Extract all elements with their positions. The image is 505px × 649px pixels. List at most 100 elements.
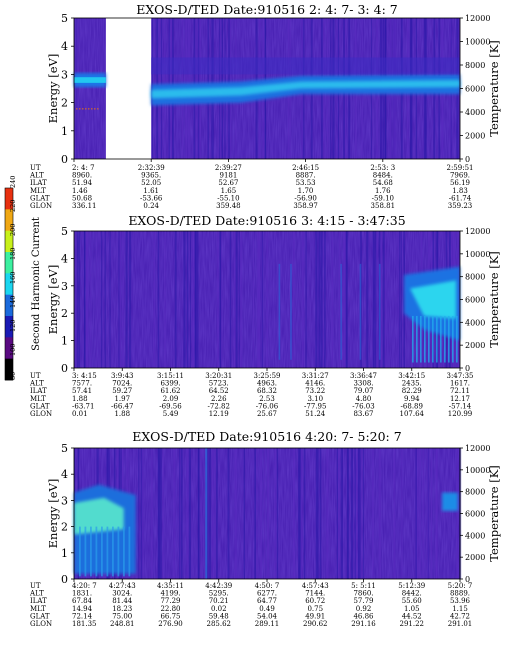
ephemeris-cell: 3:9:43	[111, 372, 134, 380]
ephemeris-row-label: UT	[30, 372, 41, 380]
ephemeris-cell: 25.67	[257, 410, 277, 418]
ephemeris-cell: 4963.	[257, 380, 277, 388]
ephemeris-cell: 68.32	[257, 387, 277, 395]
y-axis-label: Energy [eV]	[46, 265, 60, 335]
ephemeris-cell: 4:20: 7	[72, 582, 97, 590]
ephemeris-cell: 5:12:39	[398, 582, 425, 590]
ephemeris-cell: 285.62	[207, 620, 232, 628]
ephemeris-cell: 2:32:39	[138, 164, 165, 172]
ephemeris-cell: 46.86	[353, 612, 374, 620]
ephemeris-cell: 3:31:27	[302, 372, 329, 380]
colorbar-tick-label: 160	[9, 272, 17, 284]
ephemeris-cell: 0.24	[143, 202, 159, 210]
ephemeris-cell: 291.22	[400, 620, 425, 628]
y2-tick-label: 6000	[465, 85, 485, 94]
ephemeris-cell: 9181	[219, 172, 237, 180]
y2-tick-label: 10000	[465, 38, 490, 47]
ephemeris-cell: 4146.	[305, 380, 325, 388]
y2-tick-label: 0	[465, 575, 470, 584]
colorbar: 80 100 120 140 160 180 200 220 240 Second Harmoni…	[4, 176, 42, 381]
ephemeris-cell: 14.94	[72, 605, 93, 613]
colorbar-tick-label: 120	[9, 320, 17, 332]
ephemeris-row-label: ILAT	[30, 179, 47, 187]
ephemeris-cell: 67.84	[72, 597, 93, 605]
y-tick-label: 5	[61, 225, 68, 238]
ephemeris-cell: -61.74	[449, 194, 472, 202]
ephemeris-cell: 61.62	[160, 387, 180, 395]
ephemeris-cell: -68.89	[401, 402, 423, 410]
ephemeris-row-label: ALT	[29, 380, 44, 388]
spectrogram-panel-3: EXOS-D/TED Date:910516 4:20: 7- 5:20: 7 0…	[29, 429, 501, 628]
y2-tick-label: 8000	[465, 273, 485, 282]
y2-tick-label: 12000	[465, 14, 490, 23]
ephemeris-cell: 7144.	[305, 590, 325, 598]
ephemeris-cell: 57.79	[353, 597, 373, 605]
ephemeris-cell: 5723.	[209, 380, 229, 388]
ephemeris-cell: 54.68	[373, 179, 393, 187]
ephemeris-cell: 72.11	[450, 387, 470, 395]
y-tick-label: 5	[61, 12, 68, 25]
ephemeris-cell: 2.53	[259, 395, 275, 403]
ephemeris-cell: 1617.	[450, 380, 470, 388]
y-axis-left: 0 1 2 3 4 5 Energy [eV]	[46, 442, 74, 586]
ephemeris-cell: 51.94	[72, 179, 93, 187]
ephemeris-cell: 54.04	[257, 612, 278, 620]
ephemeris-cell: 107.64	[400, 410, 425, 418]
ephemeris-cell: 52.67	[218, 179, 238, 187]
ephemeris-cell: 59.27	[112, 387, 132, 395]
ephemeris-cell: 56.19	[450, 179, 470, 187]
y-axis-label: Energy [eV]	[46, 54, 60, 124]
y2-tick-label: 2000	[465, 341, 485, 350]
colorbar-label: Second Harmonic Current	[31, 217, 42, 351]
y-tick-label: 4	[61, 40, 68, 53]
colorbar-tick-label: 140	[9, 296, 17, 308]
ephemeris-cell: 55.60	[402, 597, 422, 605]
ephemeris-cell: -76.03	[352, 402, 374, 410]
ephemeris-cell: 8960.	[72, 172, 92, 180]
ephemeris-cell: 1831.	[72, 590, 92, 598]
colorbar-segment	[5, 294, 13, 317]
ephemeris-cell: 64.77	[257, 597, 277, 605]
ephemeris-cell: 8889.	[450, 590, 470, 598]
y2-tick-label: 6000	[465, 296, 485, 305]
ephemeris-cell: 8887.	[296, 172, 316, 180]
ephemeris-table: UT 2: 4: 7 2:32:39 2:39:27 2:46:15 2:53: 3 2:5…	[29, 164, 474, 210]
colorbar-segment	[5, 337, 13, 360]
ephemeris-cell: -77.95	[304, 402, 326, 410]
ephemeris-cell: 359.23	[448, 202, 473, 210]
ephemeris-cell: -56.90	[294, 194, 316, 202]
ephemeris-cell: 1.88	[72, 395, 88, 403]
ephemeris-cell: 358.97	[293, 202, 318, 210]
ephemeris-cell: 1.88	[114, 410, 130, 418]
ephemeris-cell: 50.68	[72, 194, 92, 202]
ephemeris-cell: 2435.	[402, 380, 422, 388]
colorbar-tick-label: 200	[9, 224, 17, 236]
y-tick-label: 5	[61, 442, 68, 455]
ephemeris-cell: 82.29	[402, 387, 422, 395]
ephemeris-cell: 1.46	[72, 187, 88, 195]
ephemeris-cell: 3:36:47	[350, 372, 377, 380]
ephemeris-row-label: MLT	[30, 187, 46, 195]
ephemeris-cell: 1.76	[375, 187, 391, 195]
ephemeris-table: UT 3: 4:15 3:9:43 3:15:11 3:20:31 3:25:59 3:31…	[29, 372, 474, 418]
ephemeris-cell: 4:35:11	[157, 582, 184, 590]
y2-tick-label: 8000	[465, 61, 485, 70]
ephemeris-row-label: GLAT	[30, 194, 50, 202]
y2-tick-label: 0	[465, 155, 470, 164]
ephemeris-cell: 51.24	[305, 410, 326, 418]
colorbar-tick-label: 220	[9, 200, 17, 212]
ephemeris-cell: 2:46:15	[292, 164, 319, 172]
y2-tick-label: 6000	[465, 510, 485, 519]
ephemeris-cell: 4:57:43	[302, 582, 329, 590]
ephemeris-row-label: GLAT	[30, 402, 50, 410]
y-tick-label: 0	[61, 362, 68, 375]
ephemeris-cell: 290.62	[303, 620, 328, 628]
y-tick-label: 1	[61, 125, 68, 138]
ephemeris-cell: 44.52	[402, 612, 422, 620]
ephemeris-row-label: GLAT	[30, 612, 50, 620]
y2-tick-label: 4000	[465, 531, 485, 540]
colorbar-tick-label: 80	[9, 372, 17, 380]
colorbar-tick-label: 100	[9, 344, 17, 356]
y-tick-label: 3	[61, 280, 68, 293]
ephemeris-cell: 5295.	[209, 590, 229, 598]
